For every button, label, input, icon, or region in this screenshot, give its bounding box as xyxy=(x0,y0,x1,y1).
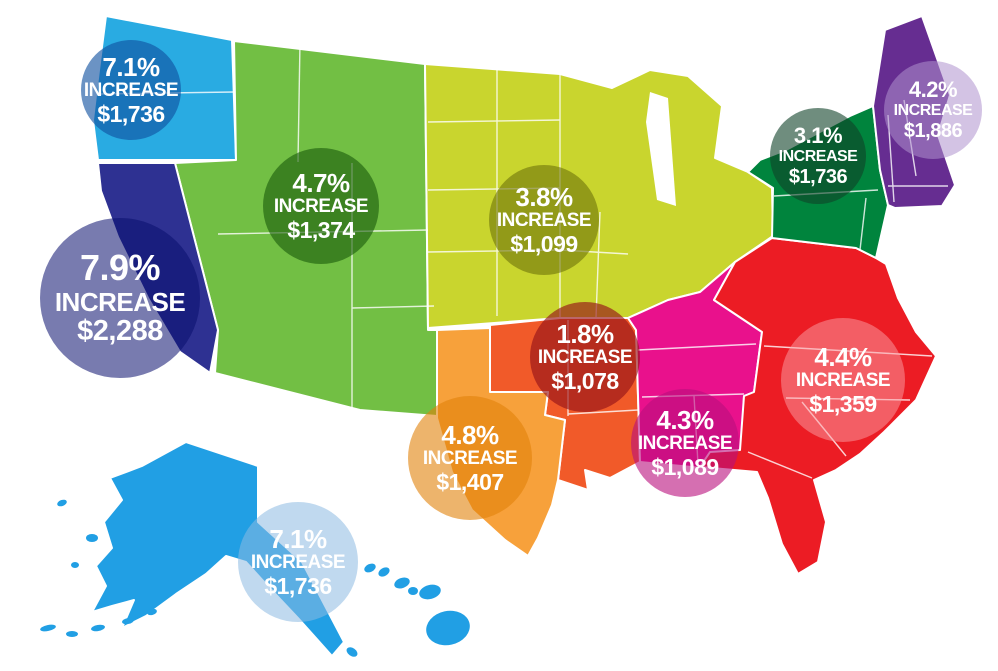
increase-amount: $1,736 xyxy=(788,165,848,188)
increase-label: INCREASE xyxy=(273,196,369,218)
increase-amount: $1,736 xyxy=(97,101,165,128)
increase-amount: $1,886 xyxy=(903,119,963,142)
region-alaska xyxy=(91,441,345,657)
increase-amount: $1,078 xyxy=(551,368,619,395)
bubble-ny-pa-nj: 3.1% INCREASE $1,736 xyxy=(770,108,866,204)
bubble-alaska-hawaii: 7.1% INCREASE $1,736 xyxy=(238,502,358,622)
increase-percent: 7.1% xyxy=(102,51,160,82)
increase-label: INCREASE xyxy=(54,286,186,317)
increase-amount: $1,359 xyxy=(809,391,877,418)
hawaii-islands xyxy=(378,567,470,646)
increase-percent: 3.1% xyxy=(793,123,843,149)
increase-amount: $1,407 xyxy=(436,469,504,496)
increase-percent: 1.8% xyxy=(556,318,614,349)
increase-percent: 4.2% xyxy=(908,77,958,103)
increase-label: INCREASE xyxy=(778,148,858,166)
increase-label: INCREASE xyxy=(250,552,346,574)
increase-percent: 4.7% xyxy=(292,167,350,198)
increase-percent: 7.1% xyxy=(269,523,327,554)
increase-percent: 7.9% xyxy=(79,246,161,288)
increase-percent: 4.4% xyxy=(814,341,872,372)
bubble-california: 7.9% INCREASE $2,288 xyxy=(40,218,200,378)
increase-amount: $1,099 xyxy=(510,231,578,258)
increase-label: INCREASE xyxy=(537,347,633,369)
bubble-mountain-west: 4.7% INCREASE $1,374 xyxy=(263,148,379,264)
increase-amount: $1,736 xyxy=(264,573,332,600)
increase-label: INCREASE xyxy=(83,80,179,102)
increase-percent: 4.3% xyxy=(656,404,714,435)
bubble-plains-midwest: 3.8% INCREASE $1,099 xyxy=(489,165,599,275)
alaska-islands xyxy=(40,499,376,657)
increase-label: INCREASE xyxy=(637,433,733,455)
bubble-south-central: 1.8% INCREASE $1,078 xyxy=(530,302,640,412)
increase-label: INCREASE xyxy=(893,102,973,120)
increase-amount: $2,288 xyxy=(77,315,163,348)
bubble-texas-southwest: 4.8% INCREASE $1,407 xyxy=(408,396,532,520)
bubble-new-england: 4.2% INCREASE $1,886 xyxy=(884,61,982,159)
increase-amount: $1,374 xyxy=(287,217,355,244)
bubble-pacific-northwest: 7.1% INCREASE $1,736 xyxy=(81,40,181,140)
increase-label: INCREASE xyxy=(496,210,592,232)
increase-label: INCREASE xyxy=(422,448,518,470)
increase-amount: $1,089 xyxy=(651,454,719,481)
increase-percent: 3.8% xyxy=(515,181,573,212)
lake-michigan xyxy=(646,92,676,206)
increase-label: INCREASE xyxy=(795,370,891,392)
increase-percent: 4.8% xyxy=(441,419,499,450)
bubble-southeast-atlantic: 4.4% INCREASE $1,359 xyxy=(781,318,905,442)
bubble-deep-south: 4.3% INCREASE $1,089 xyxy=(631,389,739,497)
